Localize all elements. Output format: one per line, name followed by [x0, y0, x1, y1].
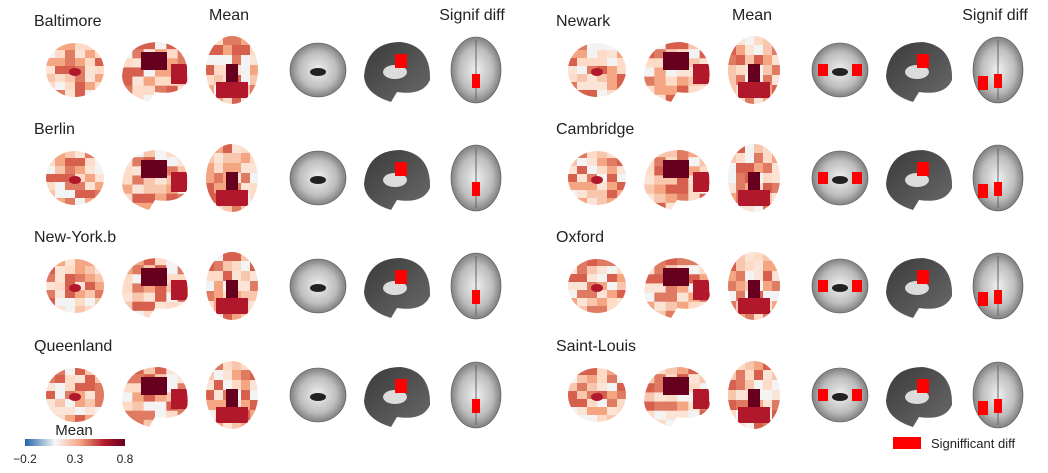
- coronal-mean-slice: [568, 259, 626, 313]
- significant-diff-overlay: [818, 379, 1002, 415]
- panel-title: Cambridge: [556, 121, 634, 138]
- header-signif-left: Signif diff: [439, 7, 505, 24]
- panel-title: Queenland: [34, 338, 112, 355]
- coronal-mean-slice: [568, 43, 626, 97]
- legend-label: Signifficant diff: [931, 436, 1015, 451]
- sagittal-mean-slice: [644, 258, 711, 318]
- panel-berlin: Berlin: [34, 121, 502, 212]
- sagittal-mean-slice: [122, 42, 189, 102]
- significant-diff-overlay: [818, 270, 1002, 306]
- axial-mean-slice: [728, 252, 780, 320]
- panel-title: Newark: [556, 13, 611, 30]
- significant-diff-overlay: [395, 54, 480, 88]
- panel-title: New-York.b: [34, 229, 116, 246]
- sagittal-mean-slice: [644, 42, 711, 102]
- axial-mean-slice: [206, 361, 258, 429]
- coronal-mean-slice: [46, 43, 104, 97]
- panel-queenland: Queenland: [34, 338, 502, 429]
- axial-mean-slice: [728, 144, 780, 212]
- coronal-mean-slice: [568, 151, 626, 205]
- significant-diff-overlay: [395, 162, 480, 196]
- panel-baltimore: Baltimore: [34, 13, 502, 104]
- header-mean-left: Mean: [209, 7, 249, 24]
- significant-diff-overlay: [395, 270, 480, 304]
- axial-mean-slice: [206, 144, 258, 212]
- sagittal-mean-slice: [122, 258, 189, 318]
- header-mean-right: Mean: [732, 7, 772, 24]
- significant-diff-overlay: [818, 162, 1002, 198]
- colorbar-tick-mid: 0.3: [67, 452, 84, 466]
- colorbar-gradient: [25, 439, 125, 446]
- colorbar-tick-min: −0.2: [13, 452, 37, 466]
- header-signif-right: Signif diff: [962, 7, 1028, 24]
- colorbar-tick-max: 0.8: [117, 452, 134, 466]
- panel-title: Oxford: [556, 229, 604, 246]
- panel-cambridge: Cambridge: [556, 121, 1024, 212]
- legend-swatch: [893, 437, 921, 449]
- coronal-mean-slice: [46, 151, 104, 205]
- colorbar-title: Mean: [55, 422, 93, 439]
- axial-mean-slice: [206, 252, 258, 320]
- panel-title: Berlin: [34, 121, 75, 138]
- axial-mean-slice: [728, 36, 780, 104]
- axial-mean-slice: [728, 361, 780, 429]
- coronal-mean-slice: [46, 259, 104, 313]
- panel-newark: Newark: [556, 13, 1024, 104]
- coronal-mean-slice: [46, 368, 104, 422]
- significant-diff-overlay: [395, 379, 480, 413]
- panel-saint-louis: Saint-Louis: [556, 338, 1024, 429]
- axial-mean-slice: [206, 36, 258, 104]
- panels-group: Baltimore Berlin New-York.b Queenland Newark…: [34, 13, 1024, 429]
- sagittal-mean-slice: [122, 367, 189, 427]
- sagittal-mean-slice: [122, 150, 189, 210]
- panel-title: Saint-Louis: [556, 338, 636, 355]
- legend: Signifficant diff: [893, 436, 1015, 451]
- significant-diff-overlay: [818, 54, 1002, 90]
- panel-new-york-b: New-York.b: [34, 229, 502, 320]
- coronal-mean-slice: [568, 368, 626, 422]
- panel-oxford: Oxford: [556, 229, 1024, 320]
- sagittal-mean-slice: [644, 150, 711, 210]
- panel-title: Baltimore: [34, 13, 102, 30]
- sagittal-mean-slice: [644, 367, 711, 427]
- colorbar: Mean −0.2 0.3 0.8: [13, 422, 134, 466]
